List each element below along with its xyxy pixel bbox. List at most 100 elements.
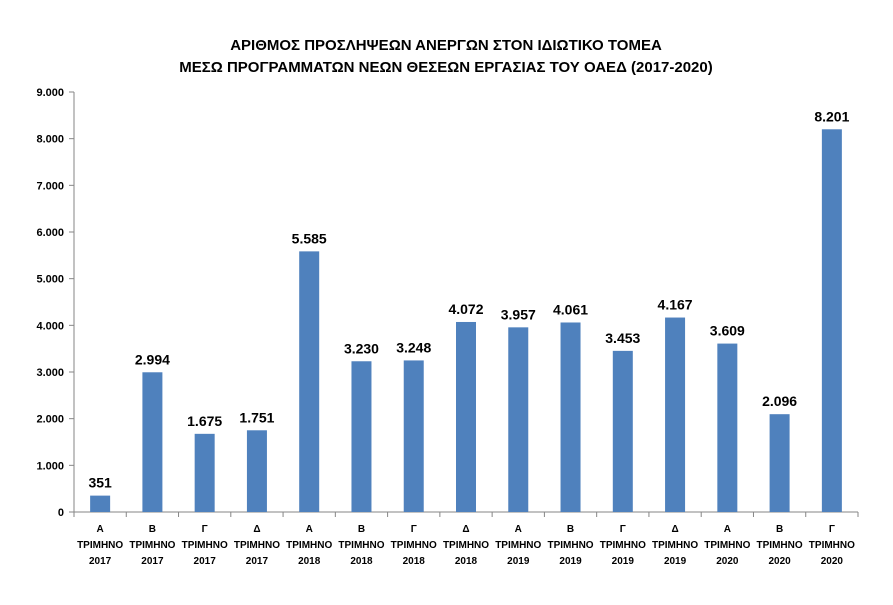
x-tick-label-line: Γ [829,524,835,535]
x-tick-label-line: Β [358,524,365,535]
data-label: 3.609 [710,323,745,339]
y-tick-label: 6.000 [36,227,64,239]
bar [612,350,633,512]
x-tick-label-line: Α [724,524,731,535]
x-tick-label-line: ΤΡΙΜΗΝΟ [286,540,332,551]
x-tick-label-line: Γ [620,524,626,535]
x-tick-label-line: ΤΡΙΜΗΝΟ [547,540,593,551]
chart-title: ΑΡΙΘΜΟΣ ΠΡΟΣΛΗΨΕΩΝ ΑΝΕΡΓΩΝ ΣΤΟΝ ΙΔΙΩΤΙΚΟ… [179,37,713,76]
x-tick-label-line: 2019 [612,556,635,567]
bar [351,361,372,512]
y-tick-label: 8.000 [36,134,64,146]
bar [142,372,163,512]
x-tick-label: Α ΤΡΙΜΗΝΟ 2017 [77,524,123,567]
bar [769,414,790,512]
x-tick-label-line: 2018 [298,556,321,567]
x-tick-label-line: 2017 [89,556,112,567]
x-tick-label-line: 2020 [716,556,739,567]
y-tick-label: 1.000 [36,460,64,472]
data-label: 1.751 [239,409,274,425]
data-label: 4.061 [553,301,588,317]
bar [246,430,267,512]
data-label: 1.675 [187,413,222,429]
x-tick-label-line: 2018 [350,556,373,567]
y-tick-label: 2.000 [36,414,64,426]
data-label: 351 [88,475,112,491]
x-tick-label: Β ΤΡΙΜΗΝΟ 2017 [129,524,175,567]
x-tick-label: Δ ΤΡΙΜΗΝΟ 2019 [652,524,698,567]
data-labels: 351 2.994 1.675 1.751 5.585 3.230 3.248 4.072 3.… [88,108,849,490]
data-label: 3.453 [605,330,640,346]
data-label: 5.585 [292,230,327,246]
x-tick-label-line: ΤΡΙΜΗΝΟ [77,540,123,551]
x-tick-label: Γ ΤΡΙΜΗΝΟ 2017 [182,524,228,567]
x-tick-label-line: ΤΡΙΜΗΝΟ [182,540,228,551]
x-tick-label-line: ΤΡΙΜΗΝΟ [495,540,541,551]
x-tick-label: Β ΤΡΙΜΗΝΟ 2019 [547,524,593,567]
data-label: 3.248 [396,339,431,355]
bar [665,317,686,512]
y-tick-label: 7.000 [36,180,64,192]
bar [560,322,581,512]
x-tick-label-line: 2018 [455,556,478,567]
x-tick-label-line: ΤΡΙΜΗΝΟ [704,540,750,551]
data-label: 2.994 [135,351,170,367]
x-tick-label-line: ΤΡΙΜΗΝΟ [234,540,280,551]
x-tick-label-line: 2017 [246,556,269,567]
y-tick-label: 0 [58,507,64,519]
bar [403,360,424,512]
y-tick-label: 9.000 [36,87,64,99]
x-tick-label: Γ ΤΡΙΜΗΝΟ 2018 [391,524,437,567]
x-tick-label-line: Β [149,524,156,535]
y-tick-label: 4.000 [36,320,64,332]
x-tick-label-line: 2020 [768,556,791,567]
data-label: 3.230 [344,340,379,356]
bars [90,129,842,512]
chart-title-line-1: ΑΡΙΘΜΟΣ ΠΡΟΣΛΗΨΕΩΝ ΑΝΕΡΓΩΝ ΣΤΟΝ ΙΔΙΩΤΙΚΟ… [230,37,662,54]
x-tick-label: Δ ΤΡΙΜΗΝΟ 2017 [234,524,280,567]
x-tick-label-line: Β [567,524,574,535]
x-tick-label-line: 2017 [141,556,164,567]
bar [90,495,111,512]
bar [508,327,529,512]
x-tick-label-line: 2019 [507,556,530,567]
x-tick-label-line: ΤΡΙΜΗΝΟ [129,540,175,551]
x-tick-label-line: 2020 [821,556,844,567]
x-tick-label-line: Δ [253,524,260,535]
x-tick-label-line: ΤΡΙΜΗΝΟ [443,540,489,551]
x-tick-label: Δ ΤΡΙΜΗΝΟ 2018 [443,524,489,567]
x-tick-label: Α ΤΡΙΜΗΝΟ 2019 [495,524,541,567]
y-tick-label: 3.000 [36,367,64,379]
x-tick-label: Γ ΤΡΙΜΗΝΟ 2019 [600,524,646,567]
x-tick-label-line: 2018 [403,556,426,567]
x-tick-label-line: Α [515,524,522,535]
x-tick-label-line: 2019 [559,556,582,567]
bar [194,433,215,512]
x-tick-label-line: ΤΡΙΜΗΝΟ [600,540,646,551]
x-tick-label-line: ΤΡΙΜΗΝΟ [652,540,698,551]
x-tick-label-line: Γ [411,524,417,535]
x-tick-label-line: Α [97,524,104,535]
data-label: 8.201 [814,108,849,124]
x-tick-label-line: 2019 [664,556,687,567]
chart-title-line-2: ΜΕΣΩ ΠΡΟΓΡΑΜΜΑΤΩΝ ΝΕΩΝ ΘΕΣΕΩΝ ΕΡΓΑΣΙΑΣ Τ… [179,59,713,76]
x-axis: Α ΤΡΙΜΗΝΟ 2017 Β ΤΡΙΜΗΝΟ 2017 Γ ΤΡΙΜΗΝΟ 2017 Δ ΤΡΙ… [73,511,859,567]
data-label: 4.072 [448,301,483,317]
bar [717,343,738,512]
data-label: 3.957 [501,306,536,322]
x-tick-label: Β ΤΡΙΜΗΝΟ 2018 [338,524,384,567]
x-tick-label-line: ΤΡΙΜΗΝΟ [757,540,803,551]
bar [821,129,842,512]
x-tick-label-line: ΤΡΙΜΗΝΟ [338,540,384,551]
x-tick-label: Γ ΤΡΙΜΗΝΟ 2020 [809,524,855,567]
bar [456,321,476,512]
x-tick-label-line: Α [306,524,313,535]
y-tick-label: 5.000 [36,274,64,286]
x-tick-label-line: Γ [202,524,208,535]
x-tick-label-line: Β [776,524,783,535]
x-tick-label-line: 2017 [194,556,217,567]
data-label: 4.167 [658,297,693,313]
x-tick-label-line: Δ [462,524,469,535]
x-tick-label-line: ΤΡΙΜΗΝΟ [809,540,855,551]
